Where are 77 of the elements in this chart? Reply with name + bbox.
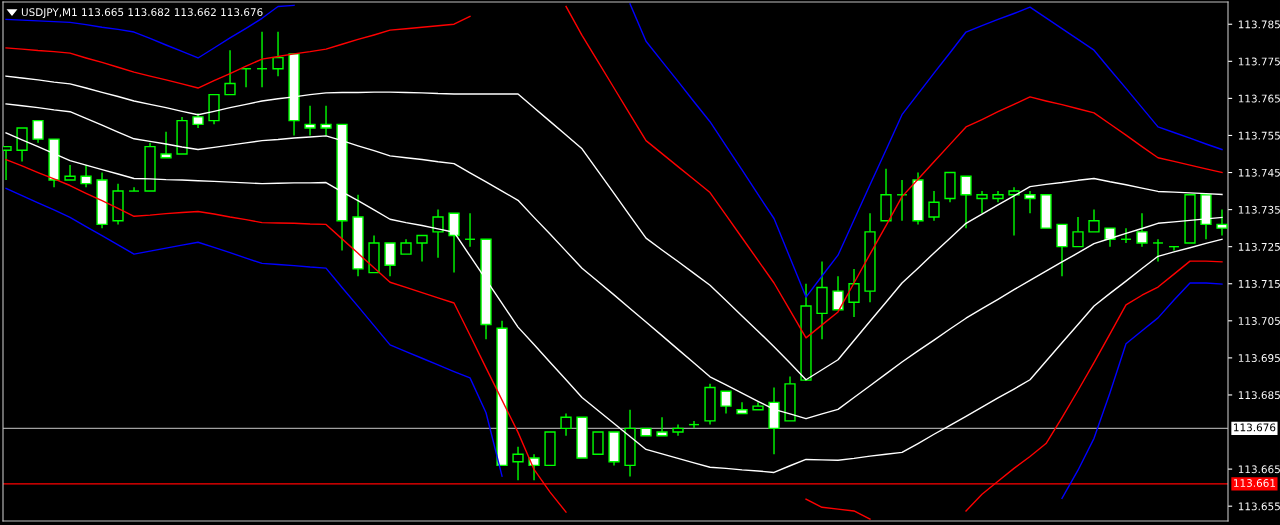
candlestick	[640, 427, 652, 437]
candlestick	[448, 212, 460, 274]
candlestick	[576, 416, 588, 459]
candlestick	[1040, 194, 1052, 229]
y-tick-label: 113.765	[1238, 94, 1280, 103]
candlestick	[944, 171, 956, 203]
candlestick	[928, 190, 940, 222]
candlestick	[16, 127, 28, 163]
y-tick-label: 113.755	[1238, 131, 1280, 140]
candlestick	[1024, 190, 1036, 215]
candlestick	[1088, 208, 1100, 233]
candlestick	[960, 175, 972, 229]
candlestick	[128, 186, 140, 192]
candlestick	[1200, 194, 1212, 240]
y-tick-label: 113.725	[1238, 242, 1280, 251]
candlestick	[400, 238, 412, 255]
y-tick-label: 113.775	[1238, 57, 1280, 66]
candlestick	[992, 190, 1004, 203]
candlestick	[176, 116, 188, 155]
y-tick-label: 113.735	[1238, 205, 1280, 214]
candlestick	[720, 390, 732, 415]
candlestick	[848, 268, 860, 318]
candlestick	[704, 383, 716, 426]
candlestick	[64, 164, 76, 181]
candlestick	[32, 119, 44, 144]
candlestick	[144, 142, 156, 192]
y-tick-label: 113.785	[1238, 20, 1280, 29]
candlestick	[112, 182, 124, 226]
candlestick	[800, 283, 812, 381]
candlestick	[480, 238, 492, 341]
candlestick	[1136, 212, 1148, 248]
candlestick	[608, 431, 620, 467]
candlestick	[224, 49, 236, 96]
candlestick	[384, 242, 396, 278]
candlestick	[656, 416, 668, 437]
candlestick	[352, 194, 364, 278]
candlestick	[560, 412, 572, 437]
y-tick-label: 113.695	[1238, 354, 1280, 362]
candlestick	[496, 320, 508, 467]
candlestick	[208, 93, 220, 126]
candlestick	[912, 171, 924, 226]
ref-line-label: 113.661	[1234, 479, 1276, 487]
y-tick-label: 113.655	[1238, 502, 1280, 511]
y-tick-label: 113.685	[1238, 391, 1280, 400]
text: USDJPY,M1 113.665 113.682 113.662 113.676	[21, 8, 263, 18]
candlestick	[976, 190, 988, 215]
candlestick	[784, 375, 796, 422]
candlestick	[1056, 223, 1068, 278]
candlestick	[624, 409, 636, 478]
candlestick	[1072, 216, 1084, 248]
y-tick-label: 113.705	[1238, 317, 1280, 325]
y-tick-label: 113.715	[1238, 279, 1280, 288]
candlestick	[80, 164, 92, 189]
candlestick	[432, 208, 444, 259]
candlestick	[880, 168, 892, 222]
candlestick	[272, 30, 284, 77]
candlestick	[816, 260, 828, 341]
y-tick-label: 113.665	[1238, 465, 1280, 474]
candlestick	[416, 234, 428, 263]
candlestick	[752, 401, 764, 411]
candlestick	[592, 431, 604, 455]
candlestick	[48, 138, 60, 189]
ref-line-label: 113.676	[1234, 423, 1276, 432]
candlestick	[1104, 227, 1116, 248]
candlestick	[544, 431, 556, 467]
y-tick-label: 113.745	[1238, 168, 1280, 177]
candlestick	[832, 275, 844, 311]
candlestick	[1008, 186, 1020, 237]
candlestick	[864, 212, 876, 303]
candlestick	[512, 446, 524, 481]
candlestick	[672, 423, 684, 437]
candlestick	[1152, 238, 1164, 263]
candlestick	[160, 131, 172, 159]
candlestick	[736, 401, 748, 415]
candlestick	[1184, 194, 1196, 244]
candlestick	[368, 234, 380, 274]
candlestick	[96, 171, 108, 229]
